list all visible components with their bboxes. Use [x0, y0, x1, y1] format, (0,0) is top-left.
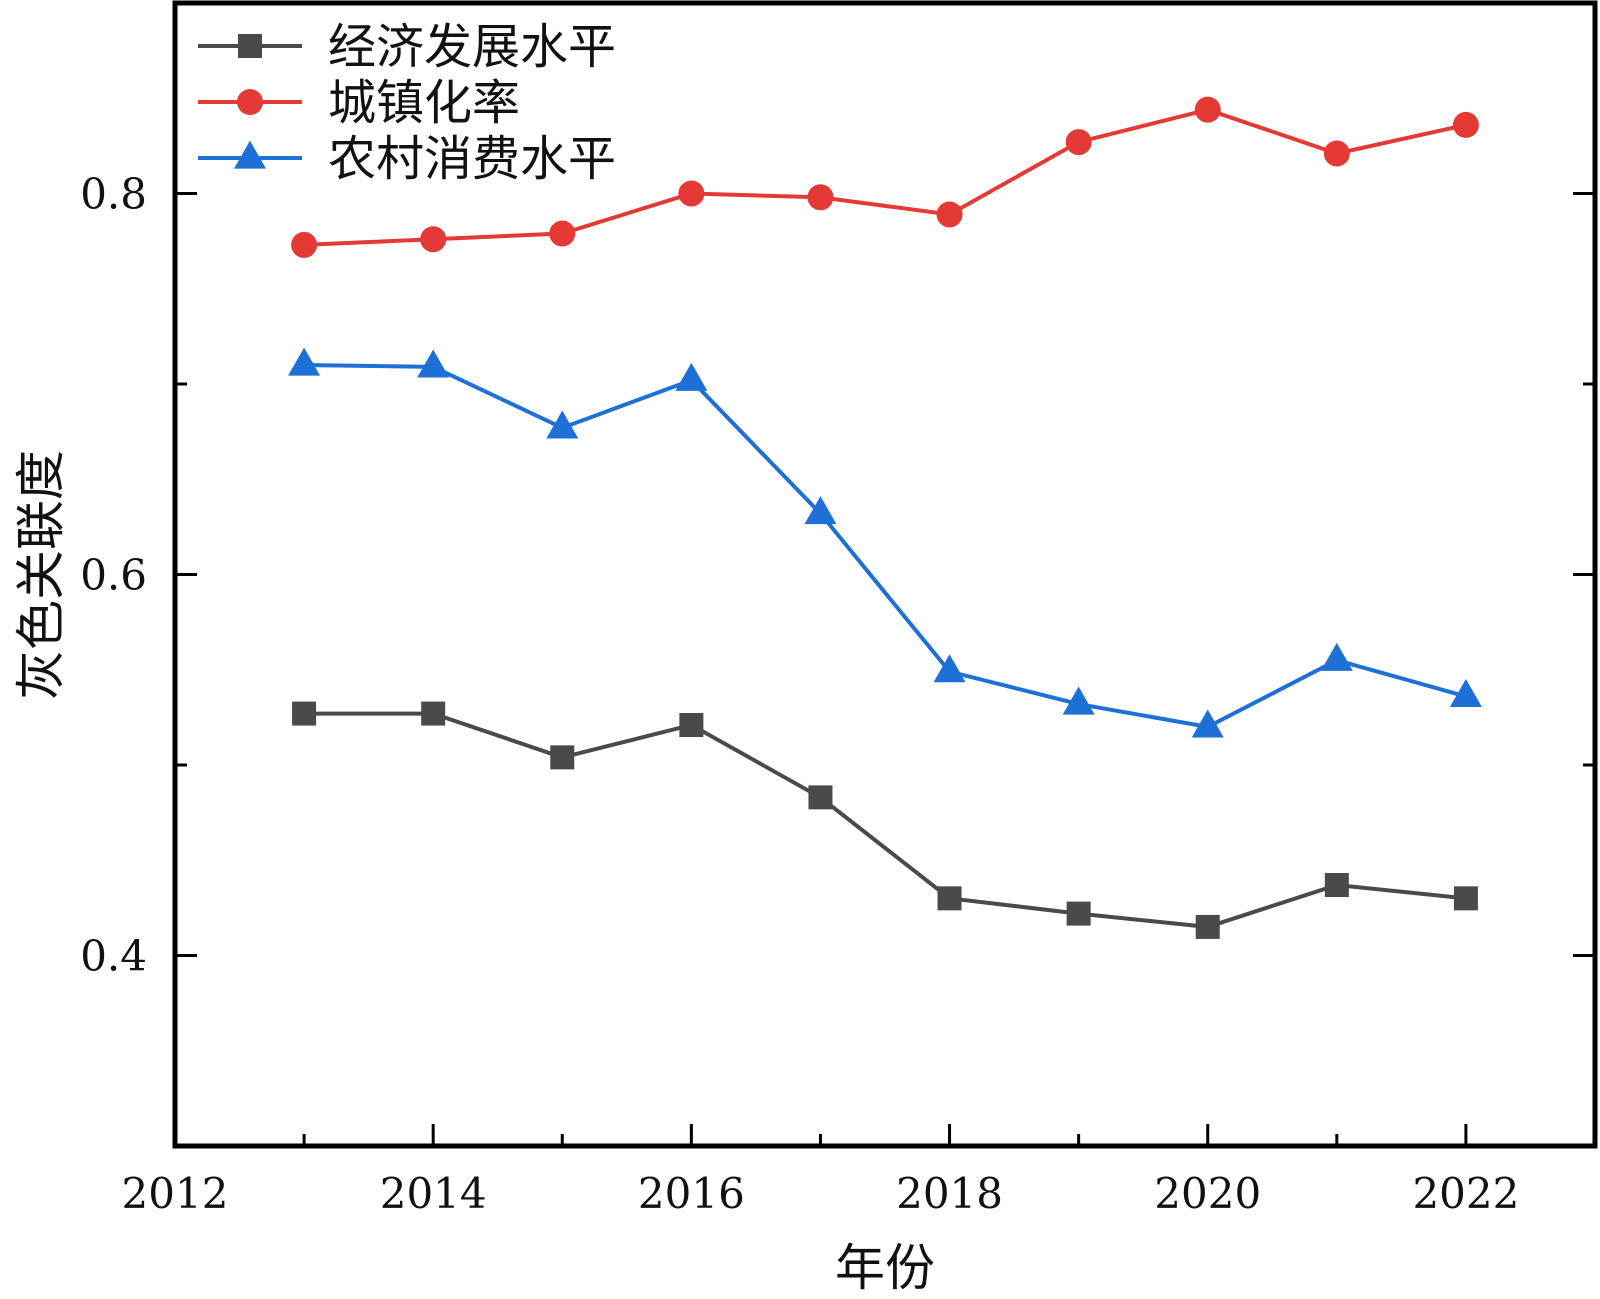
- series-line-0: [304, 711, 1467, 929]
- data-point-2: [933, 654, 966, 683]
- data-point-2: [804, 496, 837, 525]
- legend-marker-2: [234, 140, 266, 169]
- data-point-0: [1195, 914, 1220, 939]
- data-point-2: [546, 410, 579, 439]
- data-point-1: [1194, 96, 1221, 123]
- data-point-2: [675, 362, 708, 391]
- data-point-1: [1452, 111, 1479, 138]
- data-point-1: [291, 231, 318, 258]
- data-point-2: [1062, 686, 1095, 715]
- y-axis-title: 灰色关联度: [12, 450, 70, 700]
- legend-label-2: 农村消费水平: [328, 131, 616, 187]
- legend-label-1: 城镇化率: [328, 75, 520, 131]
- data-point-0: [550, 745, 575, 770]
- x-tick-label: 2022: [1412, 1169, 1519, 1218]
- data-point-1: [1065, 129, 1092, 156]
- x-tick-label: 2016: [638, 1169, 745, 1218]
- data-point-2: [1191, 709, 1224, 738]
- data-point-1: [1323, 140, 1350, 167]
- data-point-2: [1320, 642, 1353, 671]
- data-point-0: [679, 712, 704, 737]
- x-tick-label: 2020: [1154, 1169, 1261, 1218]
- data-point-1: [807, 184, 834, 211]
- data-point-0: [421, 701, 446, 726]
- data-point-1: [549, 220, 576, 247]
- x-tick-label: 2018: [896, 1169, 1003, 1218]
- x-tick-label: 2012: [122, 1169, 229, 1218]
- data-point-1: [936, 201, 963, 228]
- series-line-1: [304, 107, 1467, 247]
- y-tick-label: 0.4: [80, 932, 147, 981]
- data-point-2: [288, 347, 321, 376]
- data-point-0: [1453, 886, 1478, 911]
- data-point-0: [937, 886, 962, 911]
- data-point-1: [678, 180, 705, 207]
- data-point-0: [808, 785, 833, 810]
- legend-label-0: 经济发展水平: [328, 19, 616, 75]
- data-point-0: [1066, 901, 1091, 926]
- y-tick-label: 0.8: [80, 170, 147, 219]
- series-line-2: [304, 362, 1467, 729]
- y-tick-label: 0.6: [80, 551, 147, 600]
- data-point-0: [1324, 873, 1349, 898]
- data-point-2: [417, 349, 450, 378]
- data-point-1: [420, 226, 447, 253]
- x-axis-title: 年份: [835, 1239, 935, 1297]
- data-point-2: [1449, 679, 1482, 708]
- data-point-0: [292, 701, 317, 726]
- legend-marker-0: [238, 34, 262, 58]
- x-tick-label: 2014: [380, 1169, 487, 1218]
- legend-marker-1: [237, 89, 263, 115]
